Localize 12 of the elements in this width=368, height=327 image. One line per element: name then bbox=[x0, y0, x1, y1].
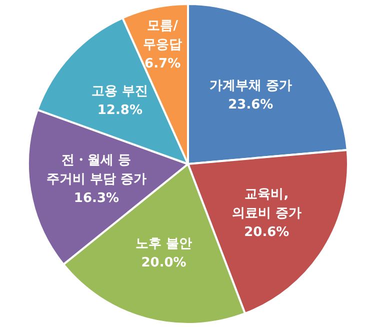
data-label: 6.7% bbox=[144, 56, 181, 72]
slice-label: 모름/무응답 bbox=[143, 18, 182, 53]
slice-label: 전・월세 등 주거비 부담 증가 bbox=[46, 152, 147, 187]
data-label: 20.6% bbox=[244, 224, 290, 240]
data-label: 12.8% bbox=[97, 102, 143, 118]
data-label: 23.6% bbox=[228, 98, 274, 113]
slice-label: 고용 부진 bbox=[92, 84, 148, 99]
data-label: 20.0% bbox=[141, 256, 186, 271]
slice-label: 교육비, 의료비 증가 bbox=[232, 186, 302, 221]
slice-label: 노후 불안 bbox=[136, 236, 192, 252]
slice-label: 가계부채 증가 bbox=[209, 78, 292, 94]
data-label: 16.3% bbox=[74, 190, 120, 206]
